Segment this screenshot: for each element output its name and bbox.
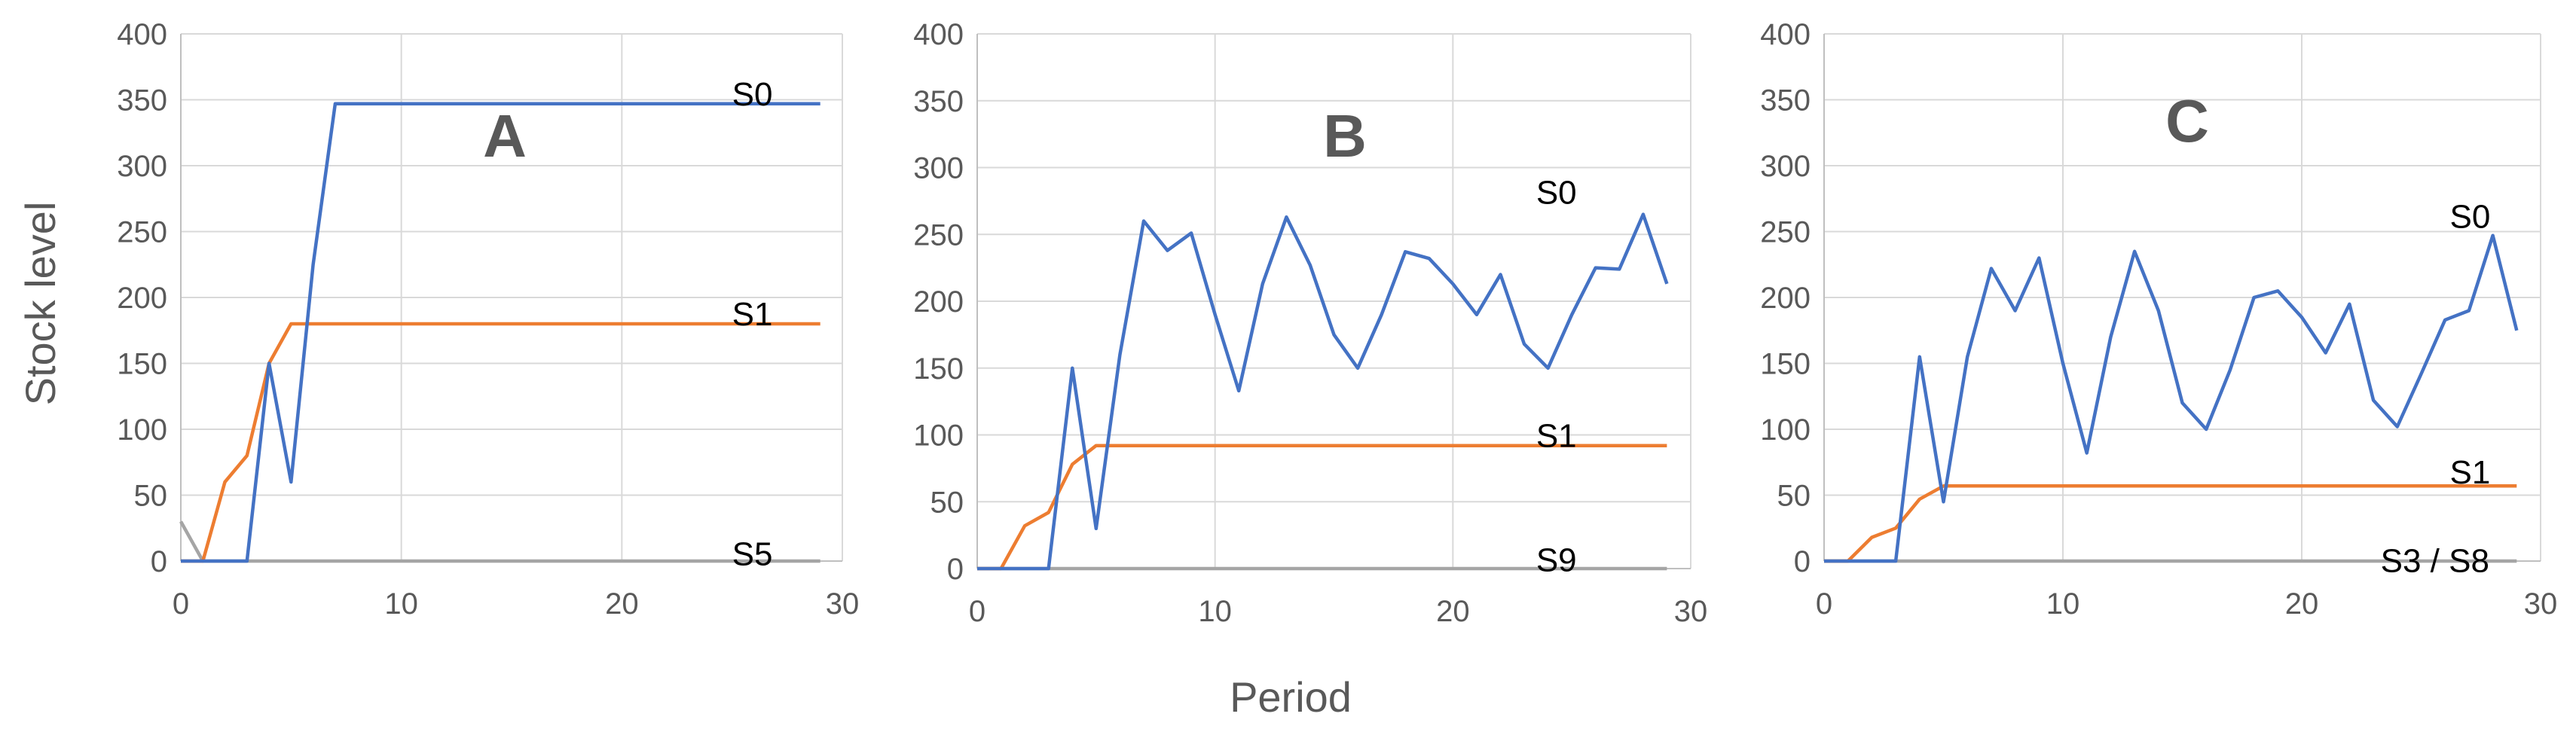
y-tick-label: 150 xyxy=(117,348,167,381)
x-tick-label: 10 xyxy=(2046,587,2080,621)
chart-panel-a: 0 50 100 150 200 250 300 350 400 0 10 20 30 S0 S1 S5 A xyxy=(117,18,859,621)
series-label-s9: S9 xyxy=(1536,542,1577,579)
x-tick-label: 20 xyxy=(605,587,639,621)
series-label-s1: S1 xyxy=(732,296,773,333)
x-tick-label: 10 xyxy=(384,587,418,621)
y-tick-label: 200 xyxy=(117,282,167,315)
y-axis-title: Stock level xyxy=(17,202,64,406)
series-label-s0: S0 xyxy=(732,76,773,113)
y-tick-label: 350 xyxy=(913,85,964,118)
chart-panel-c: 0 50 100 150 200 250 300 350 400 0 10 20 30 S0 S1 S3 / … xyxy=(1760,18,2557,621)
y-tick-label: 50 xyxy=(1777,480,1811,513)
y-tick-label: 250 xyxy=(1760,216,1811,249)
y-tick-label: 50 xyxy=(134,480,168,513)
series-line-s0 xyxy=(181,102,820,563)
y-tick-label: 0 xyxy=(947,553,964,586)
series-label-s3-s8: S3 / S8 xyxy=(2381,542,2489,579)
x-tick-label: 20 xyxy=(2285,587,2319,621)
y-tick-label: 400 xyxy=(913,18,964,51)
y-tick-label: 100 xyxy=(117,413,167,447)
y-tick-label: 300 xyxy=(117,150,167,183)
y-tick-label: 150 xyxy=(1760,348,1811,381)
y-tick-label: 300 xyxy=(1760,150,1811,183)
panel-title: C xyxy=(2165,87,2209,154)
x-tick-label: 20 xyxy=(1436,595,1470,628)
y-tick-label: 150 xyxy=(913,352,964,386)
y-tick-label: 350 xyxy=(1760,84,1811,117)
chart-panel-b: 0 50 100 150 200 250 300 350 400 0 10 20 30 S0 S1 S9 B xyxy=(913,18,1707,628)
series-line-s0 xyxy=(977,212,1669,571)
y-tick-label: 0 xyxy=(151,545,167,578)
x-tick-label: 0 xyxy=(1816,587,1832,621)
x-tick-label: 30 xyxy=(2524,587,2558,621)
y-tick-label: 400 xyxy=(1760,18,1811,51)
y-tick-label: 0 xyxy=(1794,545,1811,578)
x-tick-label: 30 xyxy=(1674,595,1708,628)
panel-title: A xyxy=(483,102,527,169)
x-tick-label: 10 xyxy=(1198,595,1232,628)
y-tick-label: 200 xyxy=(1760,282,1811,315)
y-tick-label: 300 xyxy=(913,152,964,185)
y-tick-label: 250 xyxy=(117,216,167,249)
series-label-s0: S0 xyxy=(1536,174,1577,211)
series-label-s1: S1 xyxy=(1536,418,1577,455)
y-tick-label: 100 xyxy=(1760,413,1811,447)
x-axis-title: Period xyxy=(1230,673,1352,721)
y-tick-label: 100 xyxy=(913,419,964,453)
series-line-s1 xyxy=(181,322,820,563)
series-line-s1 xyxy=(977,444,1667,571)
series-label-s5: S5 xyxy=(732,536,773,573)
y-tick-label: 50 xyxy=(930,486,964,519)
series-line-s5 xyxy=(179,520,820,563)
panel-title: B xyxy=(1323,102,1367,169)
series-line-s1 xyxy=(1824,484,2517,563)
series-label-s0: S0 xyxy=(2450,199,2491,236)
y-tick-label: 200 xyxy=(913,285,964,319)
y-tick-label: 250 xyxy=(913,218,964,252)
y-tick-label: 350 xyxy=(117,84,167,117)
x-tick-label: 30 xyxy=(826,587,860,621)
x-tick-label: 0 xyxy=(969,595,985,628)
x-tick-label: 0 xyxy=(173,587,189,621)
y-tick-label: 400 xyxy=(117,18,167,51)
series-line-s0 xyxy=(1824,233,2519,563)
series-label-s1: S1 xyxy=(2450,454,2491,491)
